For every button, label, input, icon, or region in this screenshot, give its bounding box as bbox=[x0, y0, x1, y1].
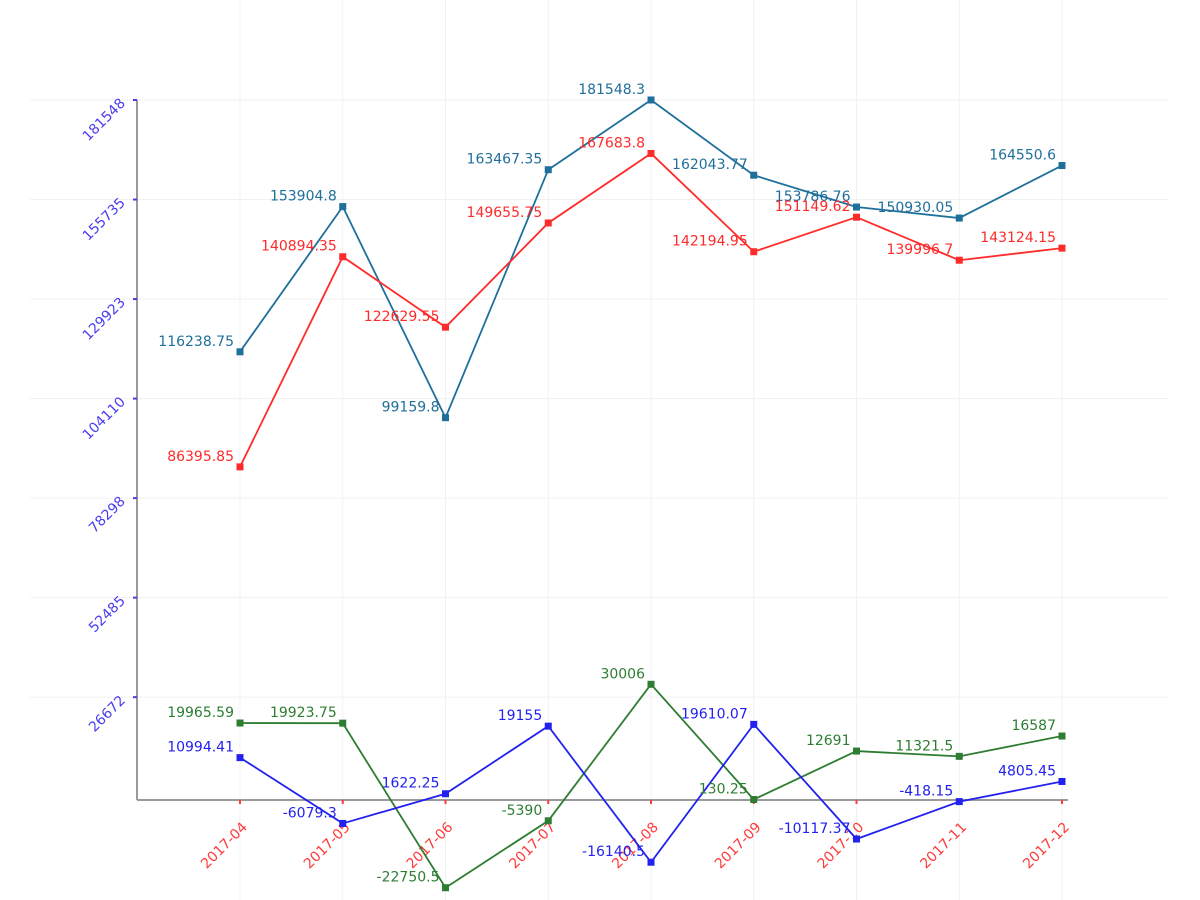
data-label: 164550.6 bbox=[989, 148, 1056, 164]
data-label: 16587 bbox=[1011, 718, 1056, 734]
data-label: 139996.7 bbox=[886, 242, 953, 258]
data-label: 12691 bbox=[806, 733, 851, 749]
data-label: 4805.45 bbox=[998, 763, 1056, 779]
data-label: -10117.37 bbox=[779, 821, 851, 837]
data-point bbox=[339, 203, 347, 211]
data-point bbox=[1058, 244, 1066, 252]
data-point bbox=[955, 798, 963, 806]
data-point bbox=[1058, 777, 1066, 785]
x-tick-label: 2017-04 bbox=[198, 819, 251, 872]
data-label: 11321.5 bbox=[895, 738, 953, 754]
data-point bbox=[853, 203, 860, 211]
series-layer bbox=[236, 96, 1066, 892]
data-label: -16140.5 bbox=[582, 844, 645, 860]
data-label: -5390 bbox=[502, 803, 543, 819]
data-label: 162043.77 bbox=[672, 157, 748, 173]
data-label: 142194.95 bbox=[672, 234, 748, 250]
data-label: 153786.76 bbox=[775, 189, 851, 205]
data-point bbox=[339, 253, 347, 261]
y-tick-label: 52485 bbox=[86, 593, 129, 636]
x-tick-label: 2017-09 bbox=[712, 820, 765, 873]
data-label: 30006 bbox=[600, 666, 645, 682]
data-point bbox=[853, 213, 860, 221]
data-label: 99159.8 bbox=[382, 400, 440, 416]
data-label: 181548.3 bbox=[578, 82, 645, 98]
data-point bbox=[647, 858, 655, 866]
data-label: -22750.5 bbox=[377, 870, 440, 886]
data-label: 140894.35 bbox=[261, 239, 337, 255]
data-point bbox=[955, 752, 963, 760]
data-point bbox=[236, 754, 244, 762]
data-point bbox=[955, 214, 963, 222]
data-point bbox=[339, 719, 347, 727]
data-label: 86395.85 bbox=[167, 449, 234, 465]
y-tick-label: 155735 bbox=[80, 195, 129, 244]
data-point bbox=[236, 348, 244, 356]
data-label: -418.15 bbox=[899, 784, 953, 800]
data-point bbox=[1058, 732, 1066, 740]
data-point bbox=[955, 256, 963, 264]
data-label: 19610.07 bbox=[681, 706, 748, 722]
data-point bbox=[853, 835, 860, 843]
data-label: 163467.35 bbox=[467, 152, 543, 168]
y-tick-label: 26672 bbox=[86, 693, 129, 736]
data-label: 19155 bbox=[498, 708, 543, 724]
data-point bbox=[236, 463, 244, 471]
x-tick-label: 2017-05 bbox=[301, 820, 354, 873]
data-point bbox=[339, 819, 347, 827]
data-label: 167683.8 bbox=[578, 135, 645, 151]
y-tick-label: 78298 bbox=[86, 494, 129, 537]
data-point bbox=[544, 817, 552, 825]
data-point bbox=[647, 680, 655, 688]
y-tick-label: 104110 bbox=[80, 394, 129, 443]
data-label: 122629.55 bbox=[364, 309, 440, 325]
data-point bbox=[544, 722, 552, 730]
data-label: 150930.05 bbox=[878, 200, 954, 216]
data-point bbox=[750, 720, 758, 728]
data-label: 19923.75 bbox=[270, 705, 337, 721]
data-label: 143124.15 bbox=[980, 230, 1056, 246]
data-label: 130.25 bbox=[699, 781, 748, 797]
data-label: 10994.41 bbox=[167, 740, 234, 756]
data-point bbox=[442, 323, 449, 331]
data-point bbox=[853, 747, 860, 755]
data-label: 149655.75 bbox=[467, 205, 543, 221]
data-point bbox=[750, 795, 758, 803]
data-label: 116238.75 bbox=[158, 334, 234, 350]
data-label: 19965.59 bbox=[167, 705, 234, 721]
data-label: -6079.3 bbox=[283, 805, 337, 821]
x-tick-label: 2017-11 bbox=[917, 820, 970, 873]
data-label: 153904.8 bbox=[270, 189, 337, 205]
data-point bbox=[1058, 162, 1066, 170]
data-point bbox=[544, 166, 552, 174]
data-point bbox=[442, 790, 449, 798]
y-tick-label: 129923 bbox=[80, 295, 129, 344]
x-tick-label: 2017-07 bbox=[506, 820, 559, 873]
data-point bbox=[647, 149, 655, 157]
data-label: 1622.25 bbox=[382, 776, 440, 792]
data-point bbox=[442, 414, 449, 422]
data-point bbox=[442, 884, 449, 892]
data-point bbox=[647, 96, 655, 104]
data-point bbox=[544, 219, 552, 227]
data-point bbox=[750, 248, 758, 256]
y-tick-label: 181548 bbox=[80, 96, 129, 145]
data-point bbox=[236, 719, 244, 727]
data-labels: 116238.75 153904.8 99159.8 163467.35 181548.… bbox=[158, 82, 1056, 886]
x-tick-label: 2017-12 bbox=[1020, 820, 1073, 873]
data-point bbox=[750, 171, 758, 179]
data-label: 151149.62 bbox=[775, 199, 851, 215]
